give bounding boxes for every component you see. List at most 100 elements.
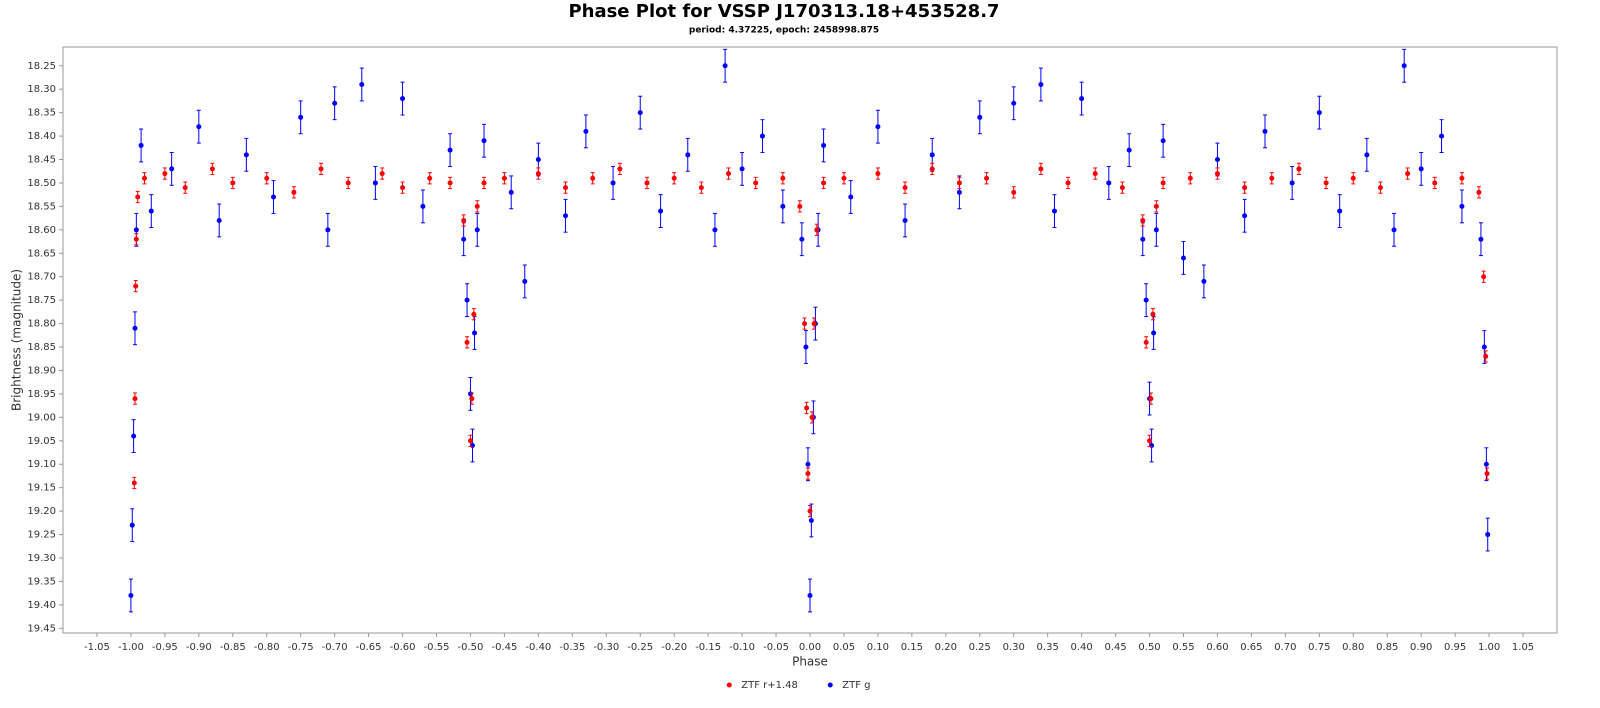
y-tick-label: 18.60	[27, 225, 56, 236]
chart-title: Phase Plot for VSSP J170313.18+453528.7	[568, 1, 999, 22]
x-tick-label: -0.05	[763, 642, 789, 653]
data-point	[1432, 180, 1438, 186]
legend-label: ZTF g	[842, 680, 870, 691]
data-point	[583, 128, 589, 134]
data-point	[359, 82, 365, 88]
data-point	[1214, 171, 1220, 177]
data-point	[481, 180, 487, 186]
data-point	[162, 171, 168, 177]
data-point	[809, 414, 815, 420]
y-tick-label: 18.55	[27, 201, 56, 212]
y-tick-label: 19.05	[27, 436, 56, 447]
data-point	[726, 171, 732, 177]
data-point	[956, 189, 962, 195]
data-point	[1051, 208, 1057, 214]
data-point	[1065, 180, 1071, 186]
y-tick-label: 19.30	[27, 553, 56, 564]
data-point	[1011, 100, 1017, 106]
data-point	[464, 339, 470, 345]
y-tick-label: 18.30	[27, 84, 56, 95]
data-point	[1476, 189, 1482, 195]
x-tick-label: -0.95	[152, 642, 178, 653]
data-point	[1377, 185, 1383, 191]
x-tick-label: 0.80	[1342, 642, 1364, 653]
x-tick-label: -1.05	[84, 642, 110, 653]
data-point	[131, 433, 137, 439]
data-point	[508, 189, 514, 195]
data-point	[821, 142, 827, 148]
data-point	[780, 203, 786, 209]
x-tick-label: 0.95	[1444, 642, 1466, 653]
data-point	[182, 185, 188, 191]
data-point	[1337, 208, 1343, 214]
data-point	[1439, 133, 1445, 139]
data-point	[481, 138, 487, 144]
data-point	[1484, 471, 1490, 477]
x-tick-label: 0.75	[1308, 642, 1330, 653]
x-tick-label: 0.55	[1172, 642, 1194, 653]
data-point	[610, 180, 616, 186]
y-tick-label: 18.65	[27, 248, 56, 259]
data-point	[196, 124, 202, 130]
data-point	[1401, 63, 1407, 69]
y-tick-label: 19.00	[27, 412, 56, 423]
data-point	[617, 166, 623, 172]
data-point	[803, 344, 809, 350]
x-tick-label: 1.00	[1478, 642, 1500, 653]
data-point	[1316, 110, 1322, 116]
x-tick-label: -0.40	[525, 642, 551, 653]
data-point	[128, 592, 134, 598]
data-point	[129, 522, 135, 528]
data-point	[522, 278, 528, 284]
x-tick-label: 0.45	[1104, 642, 1126, 653]
data-point	[138, 142, 144, 148]
data-point	[132, 325, 138, 331]
data-point	[956, 180, 962, 186]
x-tick-label: 0.90	[1410, 642, 1432, 653]
data-point	[1262, 128, 1268, 134]
data-point	[722, 63, 728, 69]
data-point	[802, 321, 808, 327]
x-tick-label: -0.65	[356, 642, 382, 653]
data-point	[461, 236, 467, 242]
x-tick-label: 0.25	[969, 642, 991, 653]
data-point	[1079, 96, 1085, 102]
data-point	[902, 185, 908, 191]
data-point	[400, 96, 406, 102]
data-point	[1151, 330, 1157, 336]
y-axis-label: Brightness (magnitude)	[10, 269, 24, 411]
data-point	[420, 203, 426, 209]
data-point	[1269, 175, 1275, 181]
data-point	[1038, 166, 1044, 172]
x-tick-label: 0.05	[833, 642, 855, 653]
data-point	[379, 171, 385, 177]
data-point	[141, 175, 147, 181]
x-tick-label: -0.30	[593, 642, 619, 653]
y-tick-label: 19.40	[27, 600, 56, 611]
x-tick-label: 0.65	[1240, 642, 1262, 653]
x-tick-label: 0.15	[901, 642, 923, 653]
data-point	[759, 133, 765, 139]
data-point	[148, 208, 154, 214]
data-point	[1485, 532, 1491, 538]
legend-marker	[827, 682, 833, 688]
data-point	[1391, 227, 1397, 233]
y-tick-label: 18.45	[27, 155, 56, 166]
data-point	[1147, 438, 1153, 444]
x-tick-label: -0.35	[559, 642, 585, 653]
data-point	[799, 236, 805, 242]
x-tick-label: 0.00	[799, 642, 821, 653]
data-point	[469, 396, 475, 402]
legend-marker	[726, 682, 732, 688]
x-tick-label: 0.10	[867, 642, 889, 653]
x-tick-label: -0.25	[627, 642, 653, 653]
data-point	[797, 203, 803, 209]
data-point	[807, 592, 813, 598]
y-tick-label: 19.35	[27, 576, 56, 587]
data-point	[811, 321, 817, 327]
data-point	[1323, 180, 1329, 186]
data-point	[671, 175, 677, 181]
data-point	[1364, 152, 1370, 158]
y-tick-label: 19.10	[27, 459, 56, 470]
data-point	[169, 166, 175, 172]
